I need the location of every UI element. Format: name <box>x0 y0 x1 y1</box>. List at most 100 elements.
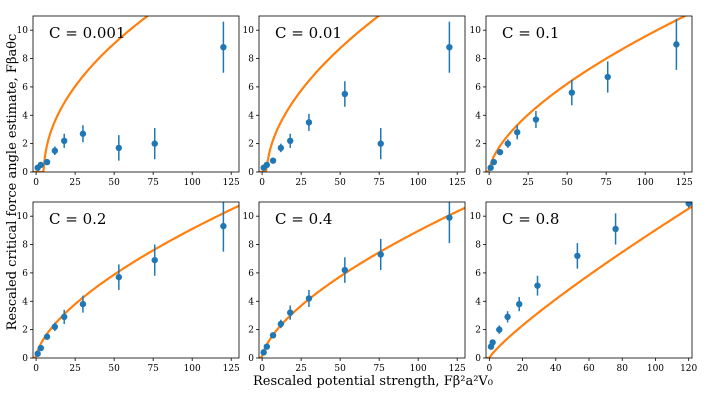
data-point <box>79 130 87 137</box>
x-tick-label: 100 <box>184 178 201 188</box>
data-point <box>504 140 512 147</box>
x-tick-label: 75 <box>147 178 159 188</box>
data-point <box>305 295 313 302</box>
x-tick-label: 100 <box>184 364 201 374</box>
x-tick-label: 0 <box>259 364 265 374</box>
data-point <box>61 313 68 321</box>
data-point <box>79 300 87 308</box>
axes-frame <box>258 15 466 173</box>
data-point <box>263 161 271 169</box>
x-tick-label: 125 <box>449 364 466 374</box>
x-tick-label: 25 <box>69 364 81 374</box>
x-tick-label: 0 <box>486 178 492 188</box>
panel-annotation: C = 0.2 <box>49 210 106 228</box>
y-tick-label: 6 <box>248 83 254 93</box>
data-point <box>269 332 277 339</box>
y-tick-label: 4 <box>22 111 28 121</box>
x-tick-label: 25 <box>295 364 307 374</box>
y-tick-label: 8 <box>248 55 254 65</box>
x-tick-label: 100 <box>637 178 654 188</box>
x-tick-label: 50 <box>561 178 573 188</box>
y-tick-label: 10 <box>243 212 255 222</box>
data-point <box>287 137 294 144</box>
y-tick-label: 6 <box>22 83 28 93</box>
y-tick-label: 10 <box>17 26 29 36</box>
data-point <box>496 148 504 156</box>
data-point <box>516 300 523 308</box>
x-tick-label: 120 <box>680 364 697 374</box>
x-tick-label: 0 <box>486 364 492 374</box>
data-point <box>446 214 453 221</box>
data-point <box>377 140 384 147</box>
x-tick-label: 100 <box>647 364 664 374</box>
axes-frame <box>485 15 693 173</box>
data-point <box>277 320 285 328</box>
x-tick-label: 75 <box>373 364 385 374</box>
data-point <box>277 144 285 152</box>
data-point <box>37 344 45 352</box>
data-point <box>568 89 576 96</box>
x-tick-label: 40 <box>550 364 562 374</box>
data-point <box>496 326 503 333</box>
y-tick-label: 4 <box>22 297 28 307</box>
data-point <box>115 144 123 152</box>
x-tick-label: 125 <box>449 178 466 188</box>
panel-annotation: C = 0.8 <box>502 210 559 228</box>
data-point <box>37 161 45 169</box>
data-point <box>51 147 59 154</box>
theory-curve <box>259 206 465 358</box>
data-point <box>260 349 267 356</box>
data-point <box>43 158 51 166</box>
y-tick-label: 2 <box>22 140 28 150</box>
panel-1: 0 25 50 75 100 125 0 2 4 6 8 10 C = 0.001 <box>17 15 240 188</box>
y-tick-label: 10 <box>243 26 255 36</box>
data-point <box>574 252 581 260</box>
x-tick-label: 75 <box>373 178 385 188</box>
data-point <box>151 140 158 147</box>
data-point <box>673 41 680 48</box>
theory-curve <box>486 16 688 172</box>
x-tick-label: 50 <box>334 364 346 374</box>
data-point <box>341 90 349 98</box>
data-point <box>151 256 158 264</box>
x-tick-label: 125 <box>676 178 693 188</box>
x-tick-label: 100 <box>410 364 427 374</box>
plot-area <box>259 16 453 172</box>
data-point <box>43 333 51 340</box>
data-point <box>341 266 349 274</box>
data-point <box>61 137 68 144</box>
y-tick-label: 0 <box>475 354 481 364</box>
x-tick-label: 25 <box>69 178 81 188</box>
y-tick-label: 10 <box>17 212 29 222</box>
y-axis-label: Rescaled critical force angle estimate, … <box>5 34 20 331</box>
data-point <box>377 251 384 258</box>
y-tick-label: 6 <box>475 83 481 93</box>
plot-area <box>33 16 227 172</box>
y-tick-label: 0 <box>475 168 481 178</box>
x-tick-label: 0 <box>33 364 39 374</box>
x-tick-label: 80 <box>616 364 628 374</box>
data-point <box>534 282 541 289</box>
data-point <box>487 164 494 171</box>
panel-4: 0 25 50 75 100 125 0 2 4 6 8 10 C = 0.2 <box>17 201 240 374</box>
data-point <box>489 339 496 346</box>
data-point <box>287 309 294 316</box>
axes-frame <box>485 201 693 359</box>
data-point <box>51 323 59 330</box>
x-axis-label: Rescaled potential strength, Fβ²a²V₀ <box>253 374 493 389</box>
x-tick-label: 25 <box>295 178 307 188</box>
y-tick-label: 2 <box>22 326 28 336</box>
axes-frame <box>258 201 466 359</box>
data-point <box>514 129 521 136</box>
theory-curve <box>33 204 239 358</box>
y-tick-label: 2 <box>248 326 254 336</box>
y-tick-label: 10 <box>470 212 482 222</box>
panel-3: 0 25 50 75 100 125 0 2 4 6 8 10 C = 0.1 <box>470 15 693 188</box>
axes-frame <box>32 201 240 359</box>
plot-area <box>486 202 692 358</box>
y-tick-label: 8 <box>22 55 28 65</box>
y-tick-label: 0 <box>248 354 254 364</box>
theory-curve <box>486 205 692 358</box>
x-tick-label: 125 <box>223 178 240 188</box>
